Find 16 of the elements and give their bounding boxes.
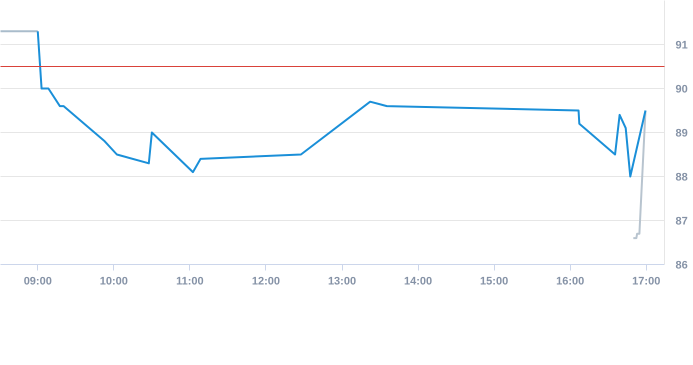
x-tick-label: 12:00 [252,276,280,288]
y-tick-label: 89 [676,128,688,140]
x-tick-label: 10:00 [100,276,128,288]
x-tick-label: 11:00 [176,276,204,288]
x-tick-label: 13:00 [328,276,356,288]
y-tick-label: 86 [676,260,688,272]
y-tick-label: 91 [676,40,688,52]
y-tick-label: 88 [676,172,688,184]
x-tick-label: 16:00 [556,276,584,288]
y-tick-label: 87 [676,216,688,228]
y-tick-label: 90 [676,84,688,96]
x-tick-label: 14:00 [404,276,432,288]
line-series [36,30,646,178]
x-tick-label: 09:00 [24,276,52,288]
x-tick-label: 17:00 [632,276,660,288]
x-tick-label: 15:00 [480,276,508,288]
